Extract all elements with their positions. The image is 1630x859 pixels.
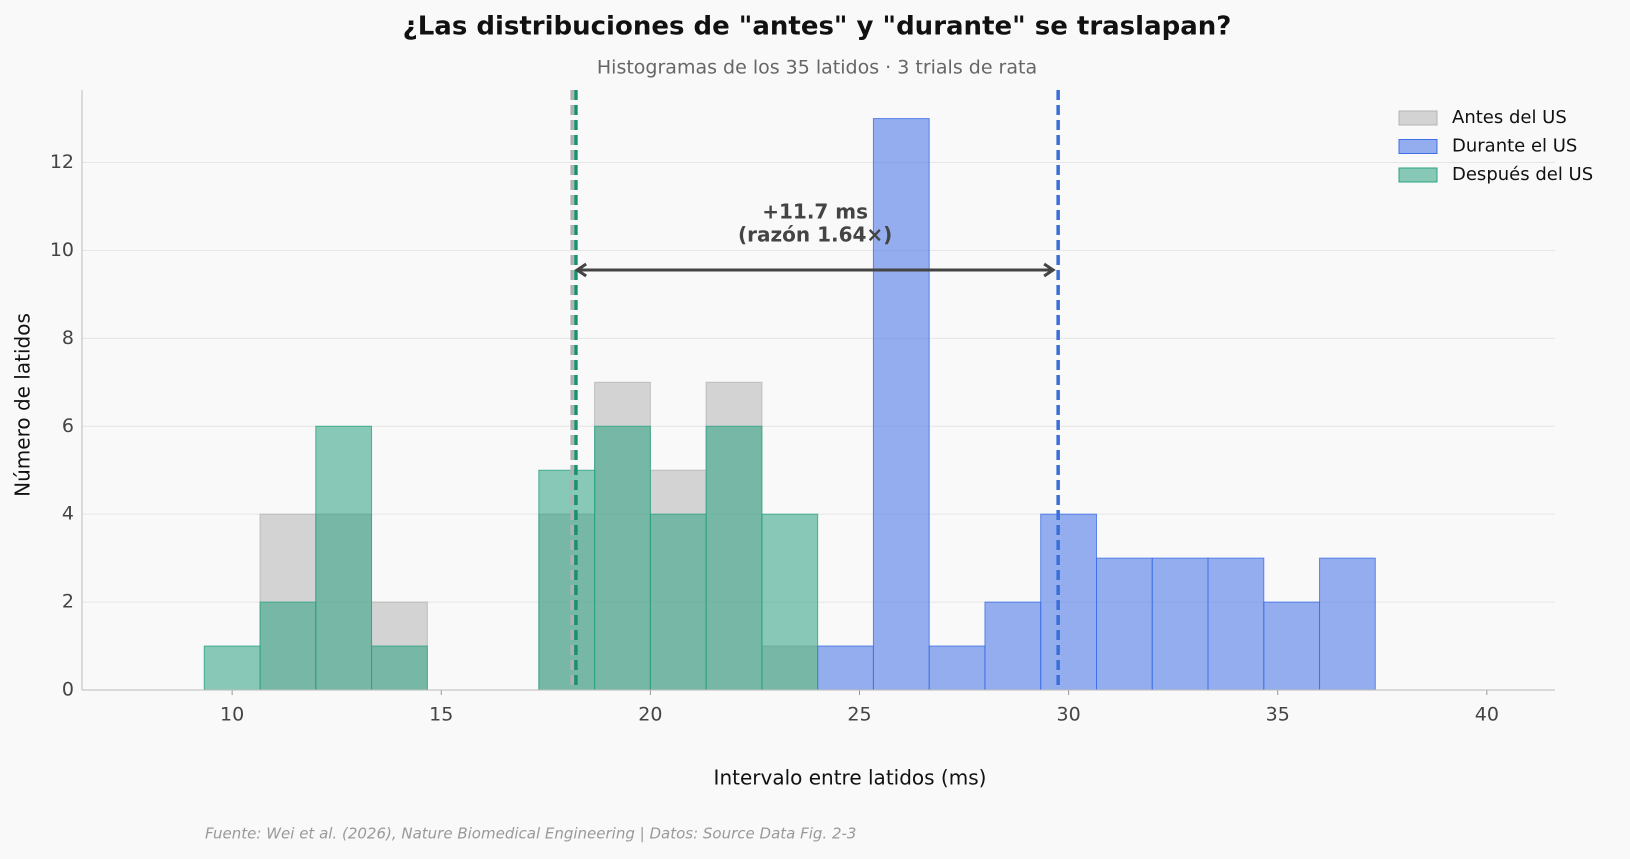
y-tick-label: 6 [62,415,74,437]
annotation: (razón 1.64×) [738,223,892,247]
y-axis-label: Número de latidos [11,313,35,497]
histogram-bar [594,425,651,691]
x-tick-label: 30 [1057,704,1081,726]
x-tick-label: 15 [429,704,453,726]
histogram-bar [203,645,261,691]
chart-title: ¿Las distribuciones de "antes" y "durant… [403,12,1232,42]
arrow-head [1043,262,1056,278]
histogram-bar [872,118,930,691]
y-tick-label: 10 [50,239,74,261]
chart-subtitle: Histogramas de los 35 latidos · 3 trials… [597,57,1037,79]
histogram-bar [761,513,819,691]
y-tick-label: 12 [50,151,74,173]
x-tick-label: 40 [1475,704,1499,726]
histogram-bar [705,425,763,691]
y-tick-label: 2 [62,591,74,613]
histogram-bar [1095,557,1153,691]
legend-label: Durante el US [1452,136,1577,157]
arrow-head [574,262,587,278]
histogram-bar [984,601,1042,691]
histogram-bar [1207,557,1265,691]
histogram-bar [817,645,874,691]
histogram-bar [1040,513,1097,691]
histogram-bar [1263,601,1321,691]
histogram-bar [259,601,317,691]
y-tick-label: 4 [62,503,74,525]
legend-label: Después del US [1452,164,1593,185]
legend-swatch [1398,139,1438,154]
x-axis-label: Intervalo entre latidos (ms) [714,766,987,790]
annotation: +11.7 ms [762,200,868,224]
histogram-bar [928,645,986,691]
x-tick-label: 35 [1266,704,1290,726]
x-tick-label: 20 [638,704,662,726]
histogram-bar [649,513,707,691]
x-tick-label: 10 [220,704,244,726]
legend-label: Antes del US [1452,107,1567,128]
histogram-bar [315,425,373,691]
source-note: Fuente: Wei et al. (2026), Nature Biomed… [205,825,856,843]
y-tick-label: 8 [62,327,74,349]
histogram-bar [1151,557,1209,691]
histogram-bar [371,645,428,691]
legend-swatch [1398,110,1438,126]
histogram-bar [538,469,596,691]
y-tick-label: 0 [62,679,74,701]
legend-swatch [1398,167,1438,183]
x-tick-label: 25 [847,704,871,726]
histogram-bar [1319,557,1376,691]
